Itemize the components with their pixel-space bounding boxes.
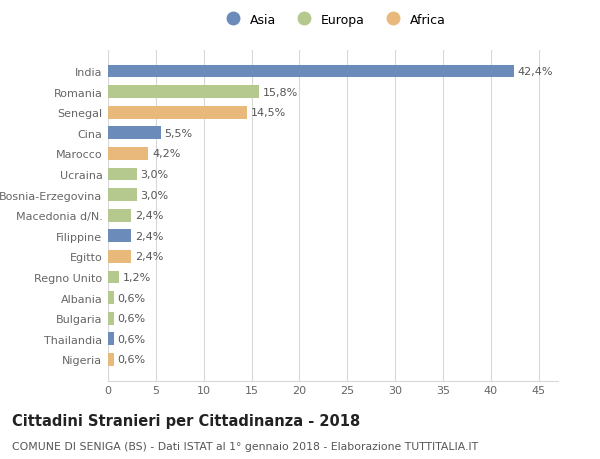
Text: 15,8%: 15,8% (263, 88, 298, 97)
Text: 42,4%: 42,4% (518, 67, 553, 77)
Text: 0,6%: 0,6% (118, 355, 146, 364)
Text: 5,5%: 5,5% (164, 129, 193, 139)
Text: 2,4%: 2,4% (135, 211, 163, 221)
Text: 14,5%: 14,5% (251, 108, 286, 118)
Bar (108, 209, 131, 222)
Bar (108, 106, 247, 119)
Bar (108, 353, 114, 366)
Text: 2,4%: 2,4% (135, 252, 163, 262)
Bar (108, 230, 131, 243)
Text: 0,6%: 0,6% (118, 313, 146, 324)
Text: 4,2%: 4,2% (152, 149, 181, 159)
Bar (108, 168, 137, 181)
Text: 1,2%: 1,2% (124, 272, 152, 282)
Bar (108, 127, 161, 140)
Text: 0,6%: 0,6% (118, 334, 146, 344)
Bar (108, 271, 119, 284)
Legend: Asia, Europa, Africa: Asia, Europa, Africa (220, 14, 446, 27)
Bar (108, 291, 114, 304)
Bar (108, 333, 114, 346)
Bar (108, 86, 259, 99)
Text: 3,0%: 3,0% (140, 190, 169, 200)
Text: 2,4%: 2,4% (135, 231, 163, 241)
Text: Cittadini Stranieri per Cittadinanza - 2018: Cittadini Stranieri per Cittadinanza - 2… (12, 413, 360, 428)
Bar (108, 189, 137, 202)
Text: COMUNE DI SENIGA (BS) - Dati ISTAT al 1° gennaio 2018 - Elaborazione TUTTITALIA.: COMUNE DI SENIGA (BS) - Dati ISTAT al 1°… (12, 441, 478, 451)
Bar (108, 312, 114, 325)
Text: 3,0%: 3,0% (140, 170, 169, 179)
Bar (108, 66, 514, 78)
Text: 0,6%: 0,6% (118, 293, 146, 303)
Bar (108, 251, 131, 263)
Bar (108, 148, 148, 161)
